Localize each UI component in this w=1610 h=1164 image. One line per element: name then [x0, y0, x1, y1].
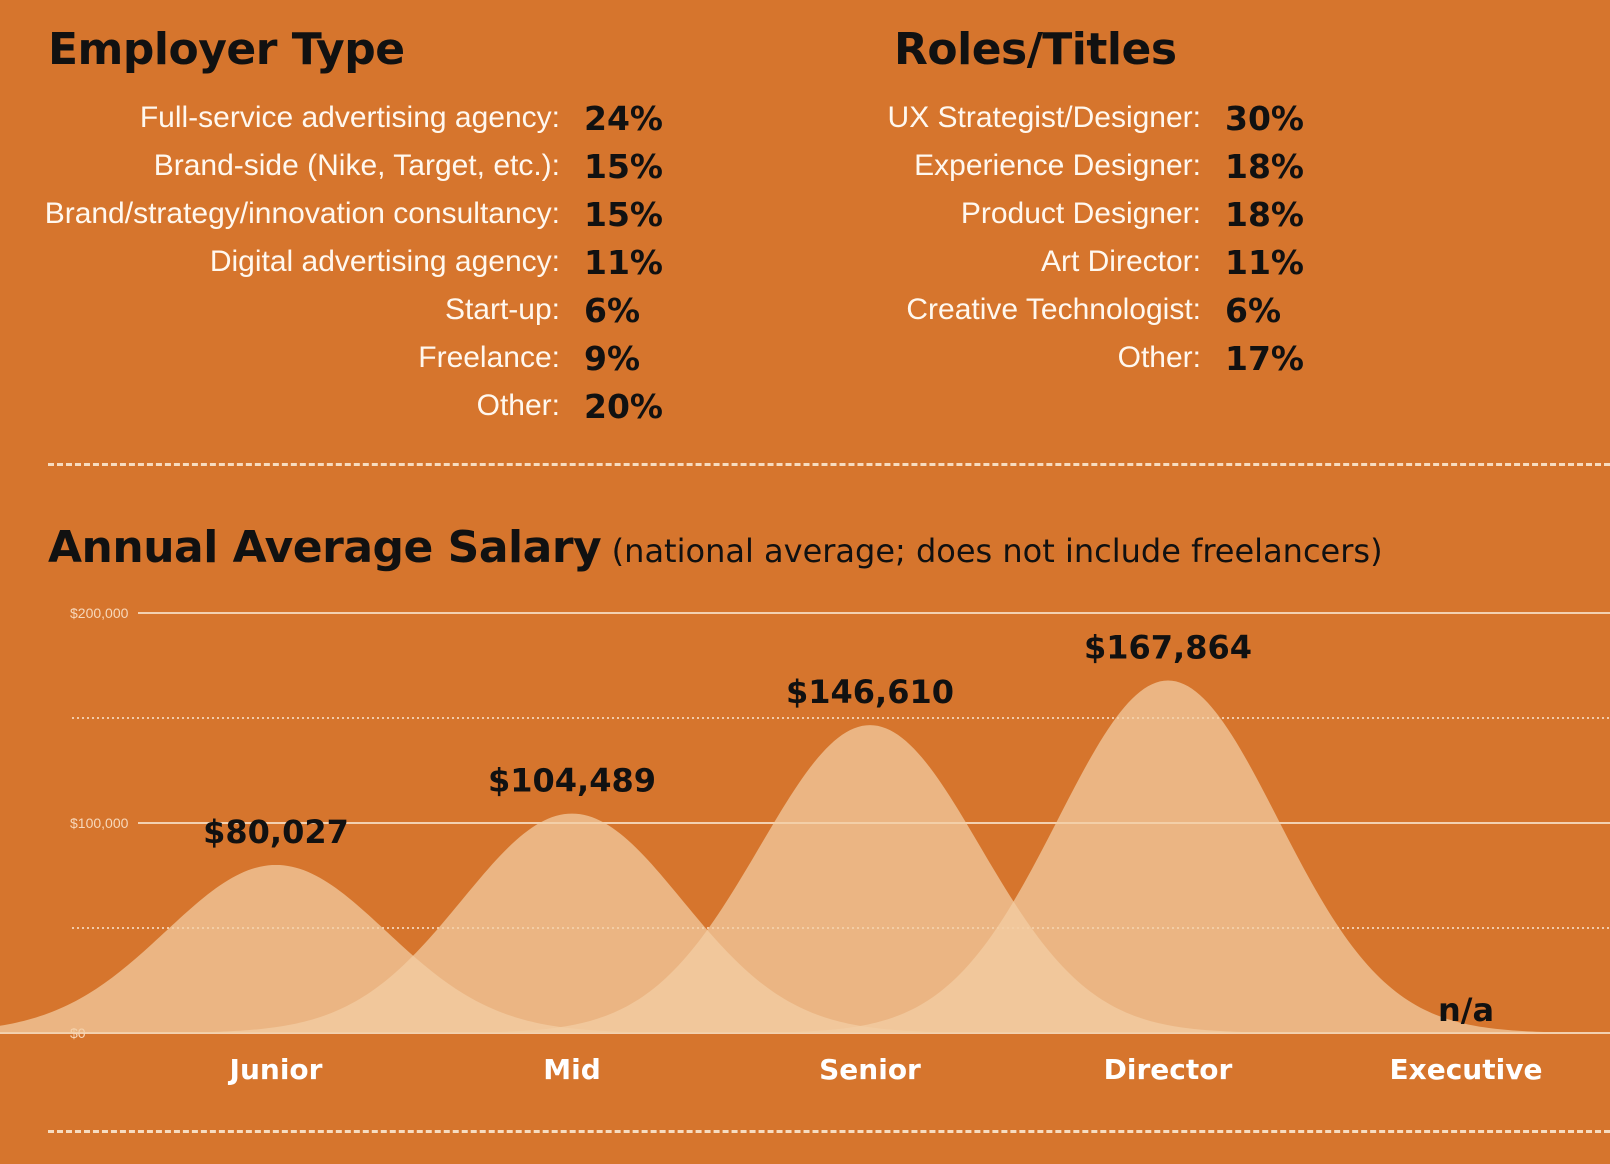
category-label-junior: Junior [228, 1053, 323, 1086]
roles-titles-title: Roles/Titles [894, 24, 1177, 75]
employer-type-label: Start-up: [444, 293, 560, 326]
employer-type-label: Freelance: [418, 341, 560, 374]
value-label-executive: n/a [1438, 991, 1494, 1029]
role-title-label: Experience Designer: [914, 149, 1201, 182]
section-divider [48, 463, 1610, 466]
role-title-row: Product Designer: 18% [700, 194, 1304, 242]
employer-type-row: Other: 20% [0, 386, 663, 434]
role-title-row: Art Director: 11% [700, 242, 1304, 290]
employer-type-value: 6% [584, 291, 641, 330]
category-label-director: Director [1104, 1053, 1233, 1086]
role-title-row: UX Strategist/Designer: 30% [700, 98, 1304, 146]
salary-subtitle: (national average; does not include free… [611, 532, 1383, 570]
salary-curve-junior [0, 864, 796, 1033]
role-title-value: 17% [1225, 339, 1304, 378]
employer-type-value: 11% [584, 243, 663, 282]
employer-type-title: Employer Type [48, 24, 405, 75]
employer-type-row: Digital advertising agency: 11% [0, 242, 663, 290]
employer-type-label: Digital advertising agency: [209, 245, 560, 278]
role-title-value: 11% [1225, 243, 1304, 282]
employer-type-list: Full-service advertising agency: 24% Brand… [0, 98, 663, 434]
employer-type-row: Brand/strategy/innovation consultancy: 15… [0, 194, 663, 242]
role-title-label: Art Director: [1040, 245, 1201, 278]
salary-title: Annual Average Salary [48, 522, 602, 573]
role-title-label: Creative Technologist: [906, 293, 1201, 326]
y-tick-label: $100,000 [70, 815, 129, 831]
salary-curve-director [648, 680, 1610, 1033]
employer-type-value: 9% [584, 339, 641, 378]
salary-curve-senior [350, 725, 1390, 1033]
role-title-row: Experience Designer: 18% [700, 146, 1304, 194]
salary-heading: Annual Average Salary (national average;… [48, 522, 1383, 573]
role-title-value: 18% [1225, 147, 1304, 186]
y-tick-label: $200,000 [70, 605, 129, 621]
employer-type-value: 20% [584, 387, 663, 426]
employer-type-row: Freelance: 9% [0, 338, 640, 386]
employer-type-label: Full-service advertising agency: [139, 101, 560, 134]
role-title-row: Creative Technologist: 6% [700, 290, 1281, 338]
employer-type-label: Other: [476, 389, 560, 422]
value-label-mid: $104,489 [488, 762, 656, 800]
role-title-label: Other: [1117, 341, 1201, 374]
value-label-director: $167,864 [1084, 628, 1252, 666]
role-title-value: 30% [1225, 99, 1304, 138]
salary-curve-mid [52, 813, 1092, 1033]
employer-type-label: Brand/strategy/innovation consultancy: [44, 197, 560, 230]
role-title-value: 18% [1225, 195, 1304, 234]
employer-type-row: Start-up: 6% [0, 290, 640, 338]
category-label-mid: Mid [543, 1053, 601, 1086]
employer-type-value: 24% [584, 99, 663, 138]
category-label-senior: Senior [819, 1053, 921, 1086]
salary-chart: $0$100,000$200,000$80,027$104,489$146,61… [0, 605, 1610, 1086]
role-title-label: Product Designer: [960, 197, 1201, 230]
category-label-executive: Executive [1390, 1053, 1543, 1086]
employer-type-value: 15% [584, 195, 663, 234]
employer-type-label: Brand-side (Nike, Target, etc.): [153, 149, 560, 182]
value-label-junior: $80,027 [203, 813, 349, 851]
employer-type-value: 15% [584, 147, 663, 186]
employer-type-row: Full-service advertising agency: 24% [0, 98, 663, 146]
roles-titles-list: UX Strategist/Designer: 30% Experience Des… [700, 98, 1304, 386]
bottom-divider [48, 1130, 1610, 1133]
employer-type-row: Brand-side (Nike, Target, etc.): 15% [0, 146, 663, 194]
role-title-label: UX Strategist/Designer: [887, 101, 1201, 134]
role-title-value: 6% [1225, 291, 1282, 330]
role-title-row: Other: 17% [700, 338, 1304, 386]
value-label-senior: $146,610 [786, 673, 954, 711]
